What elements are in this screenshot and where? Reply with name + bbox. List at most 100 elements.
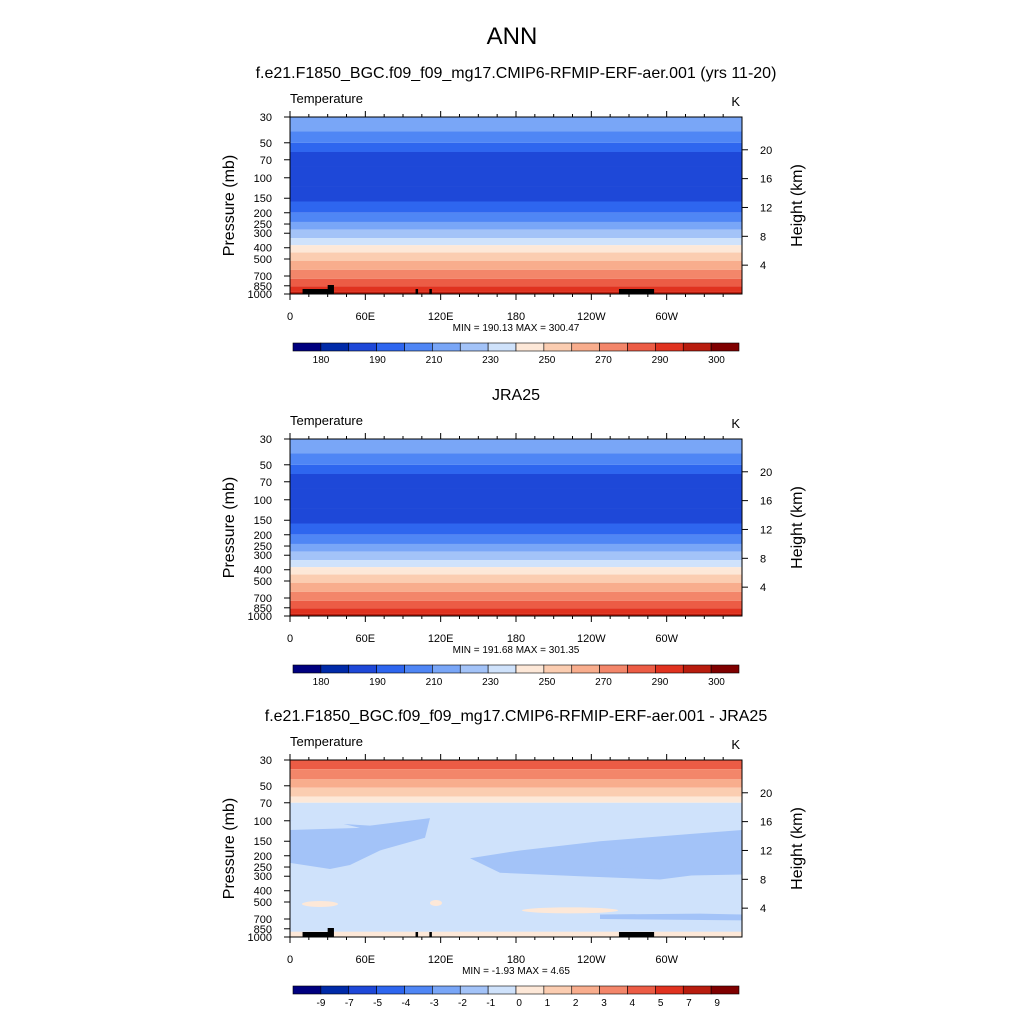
y-tick-label: 200 <box>254 208 272 220</box>
panel-left-string: Temperature <box>290 734 363 749</box>
y-tick-label: 70 <box>260 477 272 489</box>
colorbar-cell <box>432 664 461 674</box>
colorbar-label: -1 <box>486 998 495 1009</box>
y-tick-label: 100 <box>254 173 272 185</box>
contour-band <box>290 582 742 592</box>
colorbar-label: 210 <box>426 355 443 366</box>
colorbar-cell <box>487 664 517 674</box>
colorbar-label: 180 <box>313 355 330 366</box>
contour-band <box>290 286 742 292</box>
min-max-stats: MIN = -1.93 MAX = 4.65 <box>462 966 570 977</box>
contour-band <box>290 278 742 287</box>
contour-band <box>290 523 742 535</box>
y-tick-label: 500 <box>254 254 272 266</box>
y-right-axis-title: Height (km) <box>789 807 806 890</box>
colorbar-cell <box>543 342 573 352</box>
colorbar-cell <box>627 985 656 995</box>
colorbar-cell <box>515 985 545 995</box>
contour-patch <box>290 818 430 870</box>
y-right-tick-label: 20 <box>760 145 772 157</box>
y-right-tick-label: 16 <box>760 496 772 508</box>
panel-title: f.e21.F1850_BGC.f09_f09_mg17.CMIP6-RFMIP… <box>256 65 777 82</box>
panel-2: JRA25 Temperature K 0 60E 120E 180 120W 60W 30 50 7… <box>221 387 806 688</box>
x-tick-label: 60W <box>655 633 678 645</box>
contour-band <box>290 567 742 575</box>
colorbar-label: 300 <box>708 677 725 688</box>
contour-band <box>290 600 742 609</box>
contour-band <box>290 186 742 202</box>
land-block <box>327 285 334 294</box>
y-tick-label: 250 <box>254 541 272 553</box>
panel-units: K <box>731 94 740 109</box>
x-tick-label: 60E <box>356 633 376 645</box>
contour-band <box>290 613 742 616</box>
y-tick-label: 30 <box>260 434 272 446</box>
main-title: ANN <box>487 23 538 50</box>
colorbar-cell <box>459 664 489 674</box>
colorbar-cell <box>571 664 600 674</box>
y-tick-label: 200 <box>254 851 272 863</box>
colorbar-cell <box>376 985 405 995</box>
y-tick-label: 150 <box>254 515 272 527</box>
y-tick-label: 150 <box>254 193 272 205</box>
contour-patch <box>302 900 338 907</box>
colorbar-label: 7 <box>686 998 692 1009</box>
panel-units: K <box>731 737 740 752</box>
colorbar-cell <box>459 342 489 352</box>
x-tick-label: 180 <box>507 311 525 323</box>
min-max-stats: MIN = 191.68 MAX = 301.35 <box>453 645 580 656</box>
panel-units: K <box>731 416 740 431</box>
x-tick-label: 120W <box>577 954 606 966</box>
y-tick-label: 50 <box>260 460 272 472</box>
land-block <box>415 289 419 294</box>
colorbar-cell <box>487 985 517 995</box>
y-tick-label: 500 <box>254 897 272 909</box>
y-right-tick-label: 12 <box>760 845 772 857</box>
colorbar-cell <box>404 985 433 995</box>
colorbar-label: 300 <box>708 355 725 366</box>
contour-band <box>290 543 742 552</box>
y-axis-title: Pressure (mb) <box>221 477 238 578</box>
y-tick-label: 50 <box>260 781 272 793</box>
colorbar-cell <box>599 664 628 674</box>
contour-band <box>290 260 742 270</box>
y-tick-label: 30 <box>260 755 272 767</box>
colorbar-label: 180 <box>313 677 330 688</box>
land-block <box>618 289 655 294</box>
y-tick-label: 100 <box>254 816 272 828</box>
contour-band <box>290 508 742 524</box>
colorbar-cell <box>571 985 600 995</box>
contour-band <box>290 453 742 465</box>
contour-patch <box>522 907 618 914</box>
contour-band <box>290 269 742 279</box>
colorbar-cell <box>348 664 377 674</box>
x-tick-label: 60E <box>356 954 376 966</box>
colorbar-cell <box>348 985 377 995</box>
land-block <box>302 289 332 294</box>
colorbar-cell <box>710 985 740 995</box>
y-tick-label: 70 <box>260 155 272 167</box>
colorbar-label: 290 <box>652 355 669 366</box>
min-max-stats: MIN = 190.13 MAX = 300.47 <box>453 323 580 334</box>
y-tick-label: 400 <box>254 886 272 898</box>
colorbar-cell <box>655 664 684 674</box>
contour-band <box>290 796 742 803</box>
x-tick-label: 120W <box>577 311 606 323</box>
y-tick-label: 250 <box>254 219 272 231</box>
colorbar-cell <box>599 342 628 352</box>
y-tick-label: 500 <box>254 576 272 588</box>
colorbar-label: -3 <box>430 998 439 1009</box>
y-tick-label: 1000 <box>248 289 272 301</box>
colorbar-cell <box>515 342 545 352</box>
colorbar-label: -7 <box>345 998 354 1009</box>
colorbar-label: 290 <box>652 677 669 688</box>
y-right-axis-title: Height (km) <box>789 486 806 569</box>
colorbar-label: 270 <box>595 677 612 688</box>
y-tick-label: 850 <box>254 924 272 936</box>
colorbar-cell <box>376 342 405 352</box>
y-tick-label: 200 <box>254 530 272 542</box>
colorbar-label: 250 <box>539 677 556 688</box>
y-tick-label: 1000 <box>248 932 272 944</box>
contour-band <box>290 151 742 167</box>
